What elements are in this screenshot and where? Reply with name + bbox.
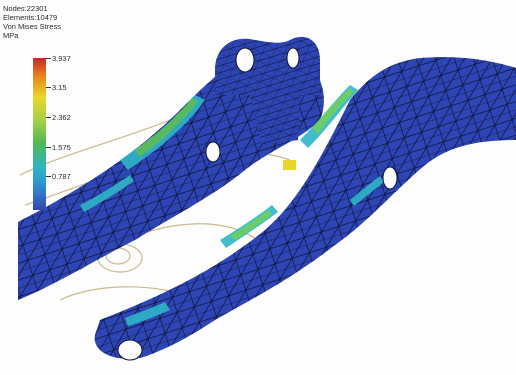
mount-holes — [117, 141, 398, 361]
legend-label-2: 3.15 — [52, 83, 67, 92]
top-bracket — [215, 36, 320, 170]
stress-highlights — [80, 85, 384, 326]
legend-tick — [46, 176, 51, 177]
legend-color-bar — [33, 58, 46, 210]
legend-label-5: 0.787 — [52, 172, 71, 181]
result-unit: MPa — [3, 31, 19, 40]
nodes-count: Nodes:22301 — [3, 4, 48, 13]
legend-label-3: 2.362 — [52, 113, 71, 122]
legend-label-max: 3.937 — [52, 54, 71, 63]
legend-tick — [46, 87, 51, 88]
legend-label-4: 1.575 — [52, 143, 71, 152]
legend-tick — [46, 58, 51, 59]
elements-count: Elements:10479 — [3, 13, 58, 22]
result-type: Von Mises Stress — [3, 22, 61, 31]
legend-tick — [46, 117, 51, 118]
legend-tick — [46, 147, 51, 148]
